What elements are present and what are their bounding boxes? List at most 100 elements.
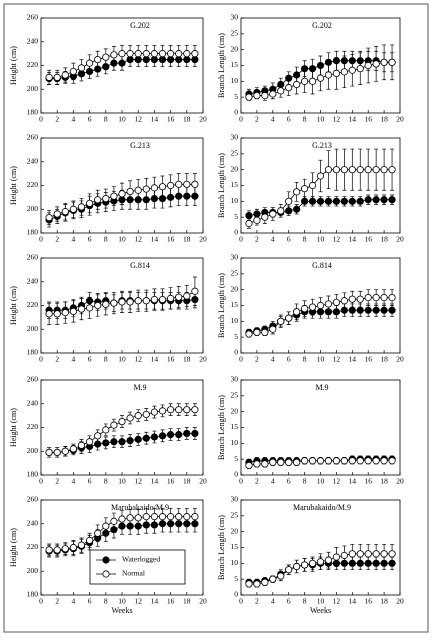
- x-tick-label: 6: [88, 115, 92, 124]
- x-tick-label: 4: [271, 355, 275, 364]
- marker: [364, 166, 372, 174]
- marker: [316, 197, 325, 205]
- marker: [53, 546, 61, 554]
- marker: [388, 306, 396, 314]
- marker: [61, 309, 69, 317]
- marker: [102, 300, 110, 308]
- marker: [293, 205, 301, 213]
- marker: [110, 438, 118, 446]
- y-tick-label: 200: [27, 446, 39, 455]
- x-tick-label: 6: [287, 597, 291, 606]
- x-tick-label: 8: [303, 115, 307, 124]
- y-tick-label: 10: [231, 76, 239, 85]
- marker: [340, 166, 348, 174]
- y-axis-label: Branch Length (cm): [217, 273, 226, 338]
- y-tick-label: 260: [27, 375, 39, 384]
- marker: [364, 550, 372, 558]
- marker: [277, 80, 285, 89]
- y-tick-label: 25: [231, 29, 239, 38]
- marker: [332, 197, 340, 205]
- marker: [261, 328, 269, 337]
- x-tick-label: 14: [349, 235, 357, 244]
- marker: [167, 406, 175, 414]
- marker: [308, 181, 317, 190]
- x-tick-label: 20: [199, 235, 207, 244]
- marker: [126, 522, 134, 530]
- marker: [167, 181, 175, 190]
- marker: [293, 80, 301, 89]
- marker: [277, 458, 285, 466]
- marker: [348, 295, 356, 303]
- marker: [191, 513, 199, 521]
- y-tick-label: 220: [27, 422, 39, 431]
- marker: [245, 330, 253, 338]
- marker: [332, 559, 340, 567]
- y-axis-label: Branch Length (cm): [217, 153, 226, 218]
- marker: [118, 515, 126, 523]
- x-tick-label: 12: [134, 115, 142, 124]
- x-tick-label: 2: [255, 355, 259, 364]
- marker: [364, 293, 372, 302]
- x-tick-label: 12: [333, 235, 341, 244]
- x-tick-label: 0: [39, 355, 43, 364]
- marker: [150, 184, 158, 192]
- marker: [45, 448, 53, 457]
- x-tick-label: 18: [183, 235, 191, 244]
- marker: [308, 559, 317, 567]
- x-tick-label: 8: [303, 477, 307, 486]
- x-tick-label: 4: [271, 477, 275, 486]
- marker: [45, 73, 53, 81]
- marker: [86, 438, 94, 446]
- marker: [356, 166, 364, 174]
- marker: [324, 58, 333, 66]
- marker: [372, 559, 380, 567]
- marker: [348, 559, 356, 567]
- y-tick-label: 0: [234, 590, 238, 599]
- x-tick-label: 2: [255, 477, 259, 486]
- marker: [285, 84, 293, 92]
- marker: [134, 522, 142, 530]
- x-tick-label: 4: [72, 477, 76, 486]
- marker: [150, 194, 158, 203]
- x-tick-label: 16: [364, 597, 372, 606]
- x-tick-label: 10: [317, 115, 325, 124]
- y-tick-label: 5: [234, 332, 238, 341]
- marker: [118, 522, 126, 530]
- y-tick-label: 10: [231, 196, 239, 205]
- marker: [388, 58, 396, 66]
- marker: [253, 216, 261, 224]
- x-tick-label: 2: [55, 477, 59, 486]
- marker: [53, 448, 61, 457]
- marker: [285, 458, 293, 466]
- marker: [150, 50, 158, 58]
- panel-title: Marubakaido/M.9: [293, 503, 351, 512]
- x-tick-label: 6: [287, 115, 291, 124]
- y-tick-label: 15: [231, 300, 239, 309]
- marker: [77, 64, 86, 72]
- marker: [364, 306, 372, 314]
- marker: [269, 325, 277, 333]
- marker: [118, 438, 126, 446]
- x-tick-label: 14: [349, 355, 357, 364]
- x-tick-label: 6: [88, 597, 92, 606]
- x-tick-label: 18: [183, 355, 191, 364]
- y-tick-label: 200: [27, 204, 39, 213]
- marker: [118, 298, 126, 306]
- marker: [183, 429, 191, 438]
- marker: [53, 210, 61, 218]
- marker: [253, 210, 261, 218]
- marker: [300, 65, 309, 73]
- x-tick-label: 8: [303, 235, 307, 244]
- marker: [150, 408, 158, 416]
- marker: [167, 513, 175, 521]
- x-tick-label: 0: [239, 115, 243, 124]
- marker: [364, 61, 372, 70]
- x-tick-label: 12: [134, 355, 142, 364]
- y-tick-label: 240: [27, 36, 39, 45]
- marker: [380, 457, 388, 465]
- marker: [158, 407, 167, 415]
- marker: [348, 457, 356, 465]
- marker: [300, 77, 309, 85]
- x-tick-label: 10: [317, 235, 325, 244]
- marker: [142, 196, 150, 204]
